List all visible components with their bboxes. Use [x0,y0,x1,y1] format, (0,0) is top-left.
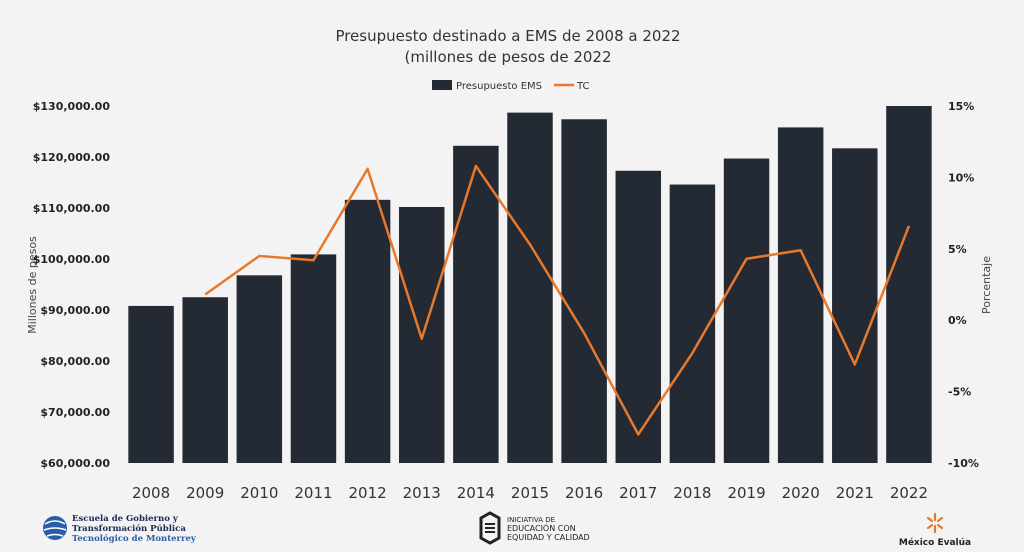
legend-bar-label: Presupuesto EMS [456,81,542,92]
legend: Presupuesto EMS TC [432,80,590,92]
x-axis-ticks: 2008 2009 2010 2011 2012 2013 2014 2015 2016 2017… [132,484,928,502]
chart-title-line2: (millones de pesos de 2022 [405,48,612,66]
bar [344,199,391,463]
logo2-line1: INICIATIVA DE [507,516,555,524]
x-tick-label: 2010 [240,484,278,502]
x-tick-label: 2022 [890,484,928,502]
legend-line-label: TC [576,81,590,92]
bar [723,158,770,463]
hexagon-icon [479,511,501,545]
y-right-tick-label: 10% [948,171,974,184]
x-tick-label: 2014 [457,484,495,502]
tc-line [204,164,911,436]
bar [182,297,228,463]
y-right-tick-label: 0% [948,314,967,327]
logo1-line3: Tecnológico de Monterrey [72,533,197,544]
logo3-label: México Evalúa [899,537,971,548]
y-axis-right-ticks: -10% -5% 0% 5% 10% 15% [948,100,979,470]
legend-bar-swatch [432,80,452,90]
y-left-tick-label: $90,000.00 [40,304,110,317]
asterisk-icon [926,512,944,534]
bar [453,145,499,463]
x-tick-label: 2019 [727,484,765,502]
x-tick-label: 2011 [294,484,332,502]
chart-title-line1: Presupuesto destinado a EMS de 2008 a 20… [335,27,680,45]
bar [832,148,878,463]
logo-iniciativa-educacion: INICIATIVA DE EDUCACIÓN CON EQUIDAD Y CA… [479,511,590,545]
bar [290,254,337,463]
y-axis-right-label: Porcentaje [980,256,993,314]
bar [561,119,607,463]
logo-escuela-gobierno: Escuela de Gobierno y Transformación Púb… [43,514,197,544]
logo1-line2: Transformación Pública [72,523,186,534]
y-left-tick-label: $120,000.00 [33,151,111,164]
y-left-tick-label: $80,000.00 [40,355,110,368]
x-tick-label: 2008 [132,484,170,502]
y-left-tick-label: $100,000.00 [33,253,111,266]
x-tick-label: 2020 [782,484,820,502]
y-axis-left-label: Millones de pesos [26,236,39,334]
bar [669,184,716,464]
y-right-tick-label: -5% [948,386,971,399]
bar-series [128,106,932,464]
logo2-line2: EDUCACIÓN CON [507,522,576,533]
x-tick-label: 2009 [186,484,224,502]
x-tick-label: 2015 [511,484,549,502]
x-tick-label: 2013 [403,484,441,502]
bar [886,106,932,463]
logo-mexico-evalua: México Evalúa [899,512,971,548]
x-tick-label: 2012 [349,484,387,502]
logo1-line1: Escuela de Gobierno y [72,514,179,524]
line-series [204,164,911,436]
x-tick-label: 2016 [565,484,603,502]
y-left-tick-label: $110,000.00 [33,202,111,215]
x-tick-label: 2021 [836,484,874,502]
y-axis-left-ticks: $60,000.00 $70,000.00 $80,000.00 $90,000.00… [33,100,111,470]
y-right-tick-label: 5% [948,243,967,256]
y-left-tick-label: $130,000.00 [33,100,111,113]
bar [128,305,174,463]
x-tick-label: 2018 [673,484,711,502]
logo2-line3: EQUIDAD Y CALIDAD [507,533,590,542]
y-left-tick-label: $70,000.00 [40,406,110,419]
y-right-tick-label: 15% [948,100,974,113]
y-left-tick-label: $60,000.00 [40,457,110,470]
bar [777,127,824,464]
bar [615,170,662,463]
bar [507,112,553,463]
x-tick-label: 2017 [619,484,657,502]
bar [236,275,283,463]
y-right-tick-label: -10% [948,457,979,470]
